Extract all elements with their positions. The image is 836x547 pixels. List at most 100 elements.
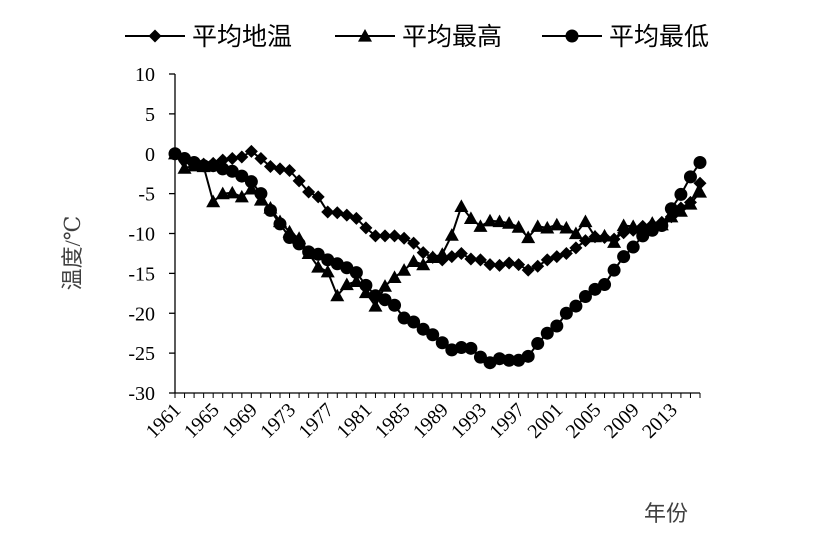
- data-point: [311, 190, 325, 204]
- data-point: [397, 263, 412, 276]
- data-point: [559, 306, 573, 320]
- data-point: [378, 293, 392, 307]
- data-point: [578, 214, 593, 228]
- data-point: [388, 229, 402, 243]
- y-tick-label: -20: [128, 303, 155, 325]
- data-point: [568, 226, 583, 240]
- data-point: [425, 250, 440, 264]
- data-point: [626, 219, 641, 232]
- data-point: [454, 341, 468, 355]
- x-tick-label: 1969: [218, 399, 262, 443]
- data-point: [521, 230, 536, 244]
- x-tick-label: 2009: [600, 399, 644, 443]
- data-point: [569, 299, 583, 313]
- data-point: [655, 219, 669, 233]
- data-point: [512, 258, 526, 272]
- data-point: [283, 163, 297, 177]
- data-point: [416, 246, 430, 260]
- x-tick-label: 1961: [142, 399, 186, 443]
- data-point: [197, 159, 211, 173]
- data-point: [464, 252, 478, 266]
- data-point: [349, 211, 363, 225]
- y-tick-label: -5: [138, 184, 155, 206]
- data-point: [263, 203, 277, 217]
- x-tick-label: 1989: [409, 399, 453, 443]
- x-tick-label: 1973: [256, 399, 300, 443]
- data-point: [206, 194, 221, 208]
- data-point: [320, 264, 335, 278]
- legend-item-1: 平均地温: [125, 23, 292, 51]
- data-point: [225, 152, 239, 166]
- data-point: [521, 263, 535, 277]
- data-point: [378, 279, 392, 292]
- data-point: [330, 206, 344, 220]
- y-tick-label: 0: [145, 144, 155, 166]
- legend-marker: [358, 29, 372, 42]
- data-point: [530, 219, 545, 232]
- y-tick-label: -25: [128, 343, 155, 365]
- data-point: [617, 250, 631, 264]
- data-point: [292, 237, 306, 251]
- data-point: [597, 228, 612, 242]
- data-point: [569, 241, 583, 255]
- data-point: [311, 259, 326, 273]
- data-point: [540, 220, 555, 234]
- data-point: [235, 169, 249, 183]
- data-point: [483, 213, 497, 227]
- data-point: [225, 185, 240, 199]
- data-point: [693, 156, 707, 170]
- data-point: [407, 236, 421, 250]
- data-point: [559, 246, 573, 260]
- data-point: [244, 144, 258, 158]
- data-point: [693, 185, 707, 198]
- data-point: [674, 187, 688, 201]
- data-point: [607, 263, 621, 277]
- legend-marker: [565, 29, 579, 43]
- x-tick-label: 2005: [562, 399, 606, 443]
- data-point: [416, 322, 430, 336]
- y-axis-label: 温度/℃: [60, 216, 85, 291]
- legend-marker: [148, 29, 162, 43]
- x-tick-label: 1993: [447, 399, 491, 443]
- data-point: [215, 186, 230, 200]
- legend-item-3: 平均最低: [542, 23, 709, 51]
- data-point: [559, 220, 574, 234]
- data-point: [502, 216, 517, 229]
- data-point: [388, 298, 402, 312]
- data-point: [521, 349, 535, 363]
- data-point: [473, 219, 488, 232]
- data-point: [330, 288, 345, 302]
- series-3: [168, 147, 707, 370]
- legend-label: 平均最低: [609, 23, 709, 51]
- y-tick-label: -10: [128, 224, 155, 246]
- data-point: [531, 337, 545, 351]
- data-point: [234, 189, 249, 203]
- data-point: [531, 259, 545, 273]
- data-point: [463, 211, 478, 224]
- data-point: [235, 150, 249, 164]
- legend-label: 平均最高: [402, 23, 502, 51]
- y-tick-label: -30: [128, 383, 155, 405]
- data-point: [426, 328, 440, 342]
- data-point: [378, 229, 392, 243]
- legend: 平均地温 平均最高 平均最低: [125, 23, 709, 51]
- data-point: [473, 253, 487, 267]
- x-tick-label: 1965: [180, 399, 224, 443]
- y-tick-label: 5: [145, 104, 155, 126]
- data-point: [454, 246, 468, 260]
- data-point: [664, 202, 678, 216]
- data-point: [626, 240, 640, 254]
- data-point: [636, 229, 650, 243]
- data-point: [263, 160, 277, 174]
- data-point: [607, 235, 622, 248]
- data-point: [321, 205, 335, 219]
- data-point: [578, 290, 592, 304]
- data-point: [254, 152, 268, 166]
- data-point: [502, 353, 516, 367]
- data-point: [292, 174, 306, 188]
- data-point: [693, 176, 707, 190]
- legend-item-2: 平均最高: [335, 23, 502, 51]
- data-point: [273, 217, 287, 231]
- data-point: [283, 230, 297, 244]
